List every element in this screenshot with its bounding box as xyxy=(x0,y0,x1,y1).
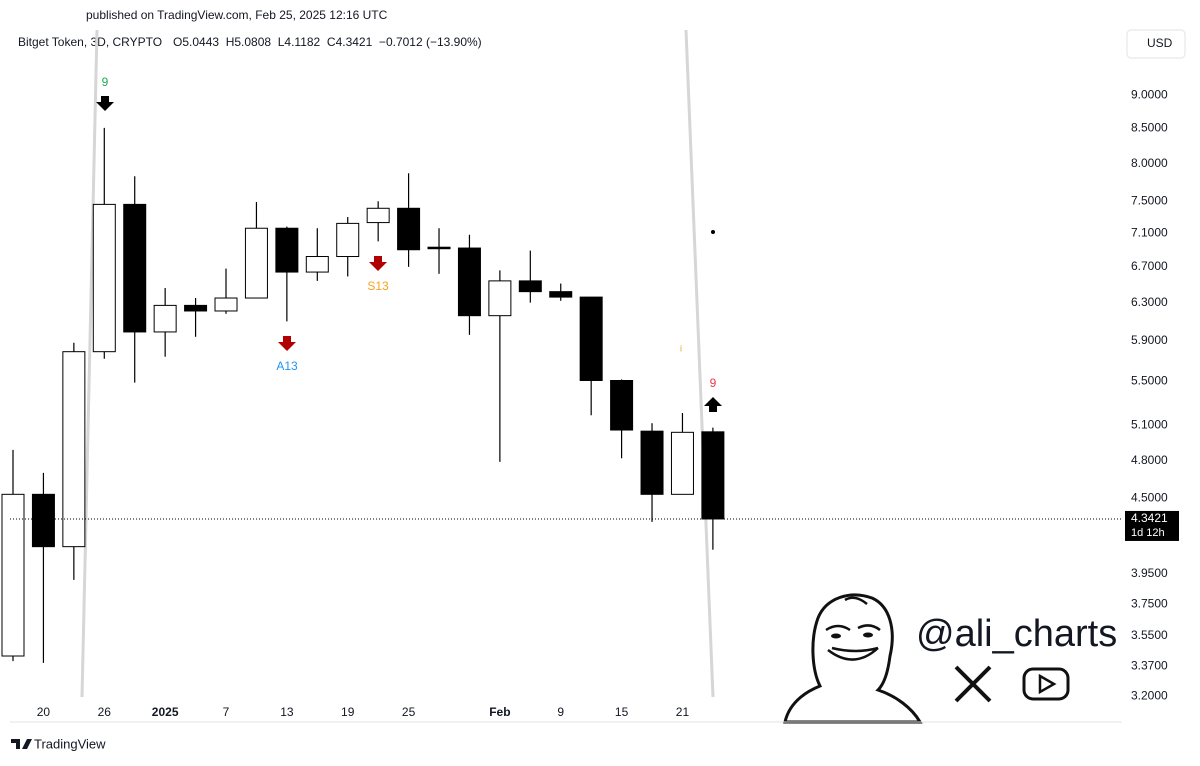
candle-body xyxy=(518,280,542,293)
ohlc-legend: O5.0443 H5.0808 L4.1182 C4.3421 −0.7012 … xyxy=(173,35,482,49)
last-price-box xyxy=(1125,510,1179,541)
candle-body xyxy=(1,493,25,657)
x-tick-label: 20 xyxy=(37,705,51,719)
footer: TradingView xyxy=(11,736,106,751)
candle-body xyxy=(62,351,86,548)
candle-body xyxy=(305,256,329,273)
x-tick-label: 25 xyxy=(402,705,416,719)
x-tick-label: 9 xyxy=(557,705,564,719)
signal-arrow xyxy=(278,336,296,351)
y-tick-label: 7.1000 xyxy=(1131,225,1168,239)
signal-arrow xyxy=(96,96,114,111)
annotation: A13 xyxy=(276,359,298,373)
signal-arrow xyxy=(369,256,387,271)
brand: TradingView xyxy=(34,736,106,751)
annotation: i xyxy=(680,343,682,353)
signal-arrow xyxy=(704,397,722,412)
y-tick-label: 3.5500 xyxy=(1131,628,1168,642)
y-tick-label: 7.5000 xyxy=(1131,193,1168,207)
x-tick-label: 7 xyxy=(223,705,230,719)
y-tick-label: 6.3000 xyxy=(1131,295,1168,309)
x-tick-label: Feb xyxy=(489,705,510,719)
annotation: 9 xyxy=(102,75,109,89)
candle-body xyxy=(640,430,664,495)
y-tick-label: 3.9500 xyxy=(1131,566,1168,580)
candle-body xyxy=(214,297,238,312)
trend-line xyxy=(684,29,715,698)
y-tick-label: 8.5000 xyxy=(1131,121,1168,135)
published-note: published on TradingView.com, Feb 25, 20… xyxy=(86,8,388,22)
candle-body xyxy=(397,207,421,251)
y-tick-label: 3.7500 xyxy=(1131,596,1168,610)
y-tick-label: 5.1000 xyxy=(1131,418,1168,432)
candle-body xyxy=(31,493,55,548)
annotation: S13 xyxy=(367,279,389,293)
candle-body xyxy=(153,304,177,333)
candle-body xyxy=(244,227,268,299)
candle-body xyxy=(610,379,634,431)
x-tick-label: 15 xyxy=(615,705,629,719)
currency: USD xyxy=(1147,36,1173,50)
candle-body xyxy=(123,203,147,333)
y-tick-label: 6.7000 xyxy=(1131,259,1168,273)
candle-body xyxy=(184,304,208,312)
candle-body xyxy=(427,246,451,250)
handle: @ali_charts xyxy=(916,613,1117,655)
marker-dot xyxy=(711,230,715,234)
y-tick-label: 3.2000 xyxy=(1131,689,1168,703)
y-tick-label: 5.5000 xyxy=(1131,374,1168,388)
candle-body xyxy=(701,431,725,520)
y-tick-label: 5.9000 xyxy=(1131,333,1168,347)
y-tick-label: 4.8000 xyxy=(1131,453,1168,467)
x-tick-label: 2025 xyxy=(152,705,179,719)
watermark: @ali_charts xyxy=(783,593,1117,724)
x-tick-label: 13 xyxy=(280,705,294,719)
currency-button[interactable] xyxy=(1126,29,1186,59)
candle-body xyxy=(457,247,481,317)
candle-body xyxy=(488,280,512,317)
candle-body xyxy=(670,431,694,495)
candle-body xyxy=(336,222,360,258)
x-tick-label: 26 xyxy=(98,705,112,719)
y-tick-label: 8.0000 xyxy=(1131,156,1168,170)
x-tick-label: 21 xyxy=(676,705,690,719)
symbol: Bitget Token, 3D, CRYPTO xyxy=(18,35,162,49)
trend-line xyxy=(80,29,99,698)
y-tick-label: 4.5000 xyxy=(1131,490,1168,504)
candle-body xyxy=(579,296,603,381)
y-tick-label: 9.0000 xyxy=(1131,87,1168,101)
last-price-label: 4.3421 xyxy=(1131,511,1168,525)
y-tick-label: 3.3700 xyxy=(1131,658,1168,672)
countdown: 1d 12h xyxy=(1131,527,1165,539)
candle-body xyxy=(275,227,299,273)
candle-body xyxy=(92,203,116,353)
x-tick-label: 19 xyxy=(341,705,355,719)
candle-body xyxy=(366,207,390,224)
annotation: 9 xyxy=(710,376,717,390)
candle-body xyxy=(549,291,573,298)
